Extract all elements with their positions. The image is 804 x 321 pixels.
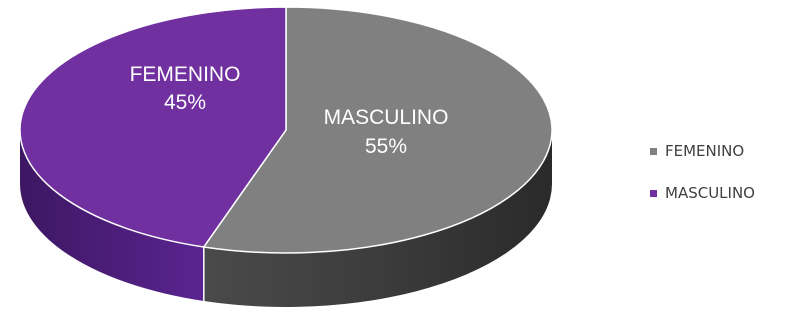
data-label-masculino-name: MASCULINO: [324, 106, 449, 129]
legend-swatch-masculino: [650, 189, 657, 197]
data-label-femenino-value: 45%: [164, 91, 206, 114]
pie-side-femenino: [20, 130, 204, 301]
legend-label-femenino: FEMENINO: [665, 142, 745, 160]
pie-slice-femenino: [19, 6, 287, 248]
legend: FEMENINO MASCULINO: [650, 140, 755, 224]
legend-item-femenino: FEMENINO: [650, 140, 755, 162]
pie-slice-masculino: [202, 6, 553, 254]
data-label-masculino-value: 55%: [365, 135, 407, 158]
legend-label-masculino: MASCULINO: [665, 184, 755, 202]
legend-swatch-femenino: [650, 147, 657, 155]
pie-side-masculino: [203, 130, 553, 308]
legend-item-masculino: MASCULINO: [650, 182, 755, 204]
data-label-femenino-name: FEMENINO: [130, 63, 241, 86]
